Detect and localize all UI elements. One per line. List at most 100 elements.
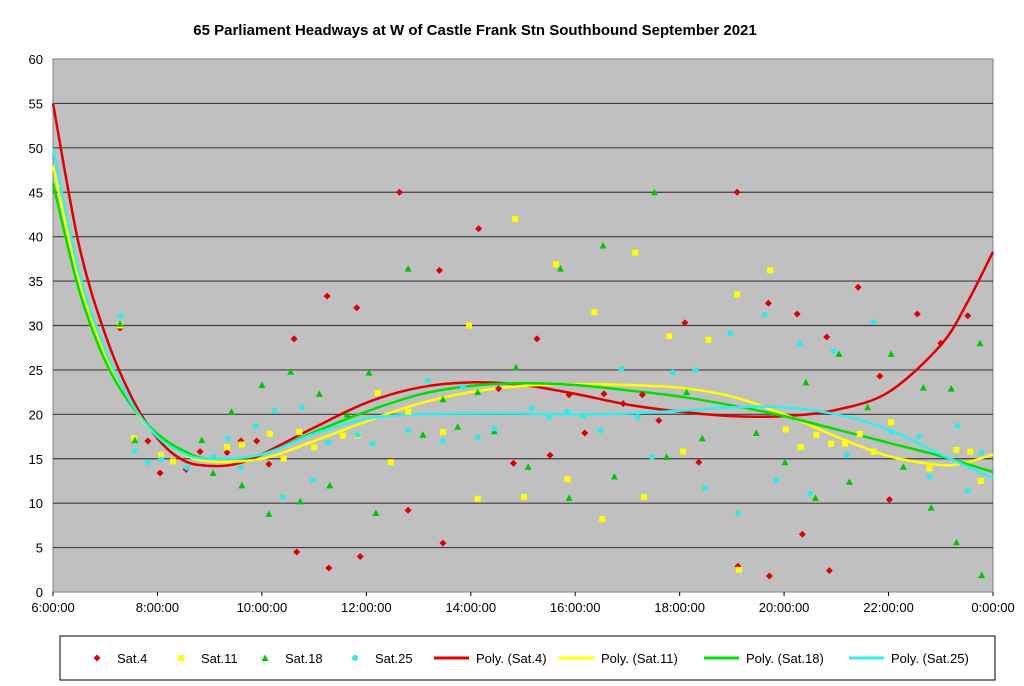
data-point-sat4 xyxy=(565,391,573,399)
data-point-sat11 xyxy=(311,444,318,451)
data-point-sat11 xyxy=(520,493,527,500)
data-point-sat18 xyxy=(265,510,273,517)
data-point-sat25 xyxy=(238,464,244,471)
y-tick-label: 25 xyxy=(29,363,43,378)
data-point-sat11 xyxy=(266,430,273,437)
data-point-sat18 xyxy=(258,381,266,389)
data-point-sat18 xyxy=(556,265,564,272)
data-point-sat11 xyxy=(813,431,820,438)
data-point-sat18 xyxy=(565,494,573,501)
data-point-sat18 xyxy=(343,410,351,418)
data-point-sat11 xyxy=(374,390,381,397)
data-point-sat11 xyxy=(856,430,863,437)
data-point-sat4 xyxy=(293,548,301,556)
data-point-sat11 xyxy=(157,452,164,459)
data-point-sat18 xyxy=(474,388,482,396)
x-tick-label: 6:00:00 xyxy=(31,600,74,615)
data-point-sat18 xyxy=(952,538,960,546)
data-point-sat4 xyxy=(913,310,921,318)
data-point-sat11 xyxy=(632,249,639,256)
data-point-sat4 xyxy=(356,552,364,560)
data-point-sat18 xyxy=(365,369,373,376)
legend-label: Poly. (Sat.25) xyxy=(891,651,969,666)
legend-label: Poly. (Sat.11) xyxy=(601,651,678,666)
y-tick-label: 20 xyxy=(29,407,43,422)
data-point-sat4 xyxy=(196,448,204,456)
data-point-sat25 xyxy=(964,487,971,494)
data-point-sat4 xyxy=(937,339,945,347)
data-point-sat4 xyxy=(290,335,298,343)
data-point-sat25 xyxy=(978,449,985,456)
y-tick-label: 30 xyxy=(29,319,43,334)
data-point-sat11 xyxy=(842,440,849,447)
data-point-sat25 xyxy=(648,453,655,460)
legend-label: Sat.11 xyxy=(201,651,238,666)
x-tick-label: 10:00:00 xyxy=(237,600,288,615)
x-tick-label: 20:00:00 xyxy=(759,600,810,615)
data-point-sat4 xyxy=(638,391,646,399)
data-point-sat18 xyxy=(683,388,691,396)
data-point-sat18 xyxy=(610,473,618,480)
data-point-sat11 xyxy=(953,446,960,453)
data-point-sat4 xyxy=(475,225,483,233)
data-point-sat25 xyxy=(271,407,278,414)
data-point-sat25 xyxy=(669,369,676,376)
legend-marker xyxy=(93,654,101,662)
data-point-sat11 xyxy=(466,322,473,329)
data-point-sat25 xyxy=(425,377,432,384)
legend xyxy=(59,635,996,681)
legend-marker xyxy=(178,655,184,661)
data-point-sat25 xyxy=(298,404,305,411)
data-point-sat4 xyxy=(581,429,589,437)
data-point-sat18 xyxy=(227,408,235,415)
data-point-sat4 xyxy=(265,460,273,468)
data-point-sat25 xyxy=(157,456,164,463)
data-point-sat18 xyxy=(698,434,706,442)
data-point-sat18 xyxy=(835,350,843,357)
data-point-sat25 xyxy=(210,453,217,460)
data-point-sat25 xyxy=(807,490,814,497)
data-point-sat11 xyxy=(797,444,804,451)
data-point-sat11 xyxy=(553,261,560,268)
x-tick-label: 8:00:00 xyxy=(136,600,179,615)
data-point-sat25 xyxy=(734,509,741,516)
data-point-sat4 xyxy=(439,539,447,547)
data-point-sat18 xyxy=(326,481,334,489)
data-point-sat11 xyxy=(640,493,647,500)
y-tick-label: 40 xyxy=(29,230,43,245)
data-point-sat18 xyxy=(887,350,895,357)
y-tick-label: 35 xyxy=(29,274,43,289)
data-point-sat25 xyxy=(692,366,699,373)
legend-label: Sat.18 xyxy=(285,651,323,666)
x-tick-label: 0:00:00 xyxy=(971,600,1014,615)
data-point-sat25 xyxy=(224,435,231,442)
data-point-sat4 xyxy=(495,385,503,393)
data-point-sat11 xyxy=(705,336,712,343)
data-point-sat18 xyxy=(198,436,206,444)
data-point-sat18 xyxy=(976,339,984,347)
data-point-sat4 xyxy=(695,458,703,466)
y-tick-label: 5 xyxy=(36,541,43,556)
legend-label: Sat.4 xyxy=(117,651,147,666)
y-tick-label: 50 xyxy=(29,141,43,156)
data-point-sat4 xyxy=(253,437,261,445)
data-point-sat4 xyxy=(765,572,773,580)
data-point-sat4 xyxy=(798,530,806,538)
data-point-sat25 xyxy=(325,439,332,446)
data-point-sat11 xyxy=(439,429,446,436)
data-point-sat25 xyxy=(144,459,151,466)
y-tick-label: 15 xyxy=(29,452,43,467)
data-point-sat11 xyxy=(782,426,789,433)
data-point-sat18 xyxy=(947,385,955,392)
data-point-sat18 xyxy=(287,368,295,375)
data-point-sat25 xyxy=(870,318,877,325)
data-point-sat18 xyxy=(919,384,927,391)
data-point-sat18 xyxy=(663,453,671,460)
legend-marker xyxy=(352,655,358,661)
x-tick-label: 18:00:00 xyxy=(654,600,705,615)
data-point-sat4 xyxy=(395,188,403,196)
data-point-sat4 xyxy=(619,400,627,408)
data-point-sat25 xyxy=(279,493,286,500)
data-point-sat18 xyxy=(209,469,217,476)
data-point-sat25 xyxy=(634,413,641,420)
